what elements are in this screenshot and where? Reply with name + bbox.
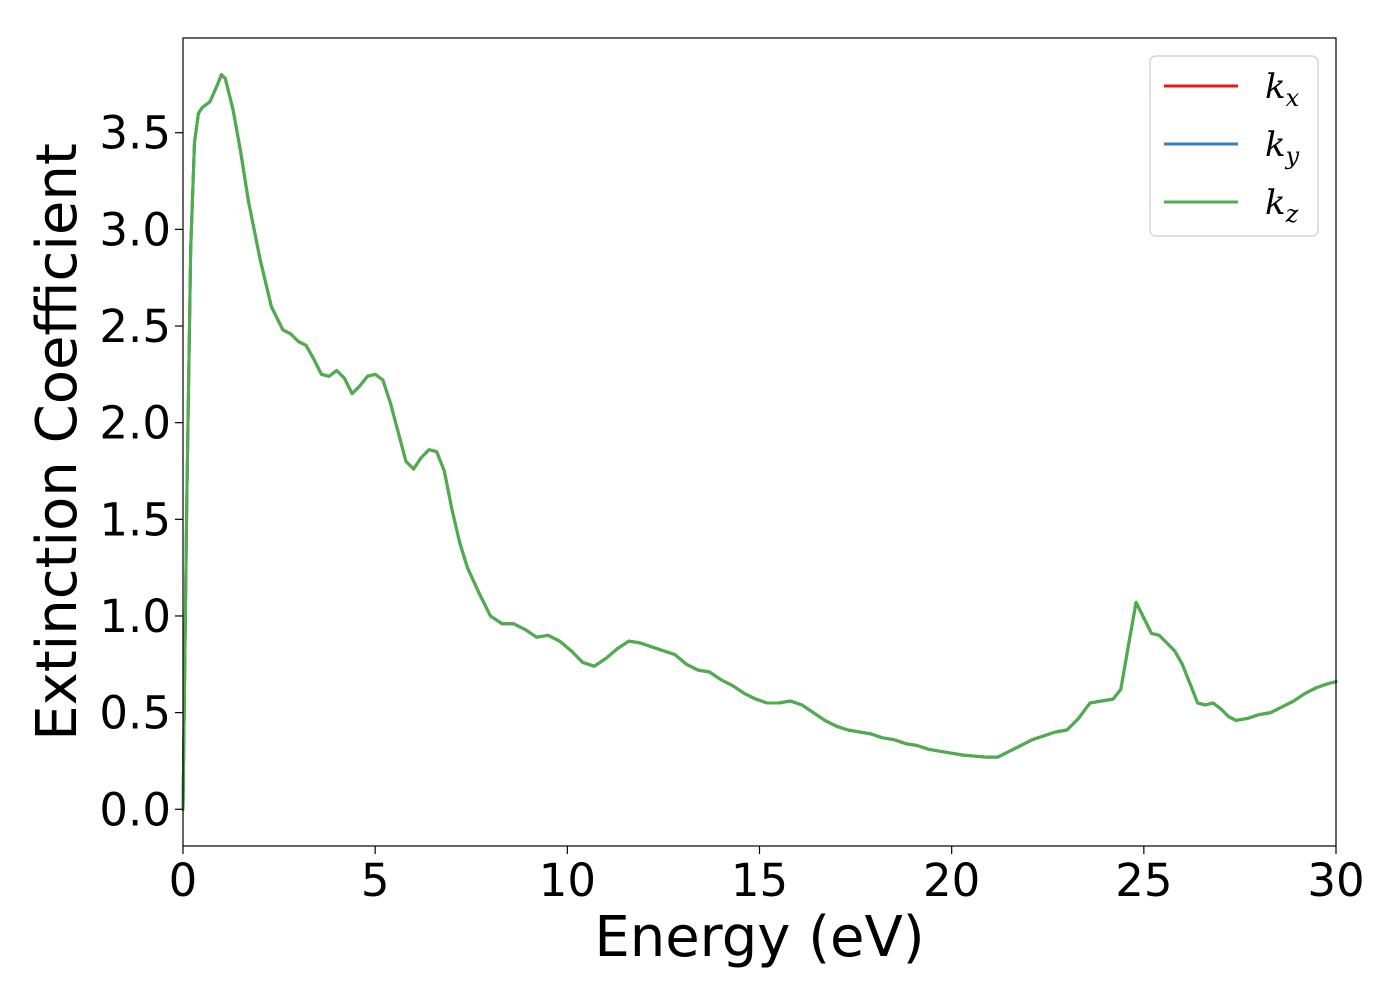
y-tick-label: 2.5 <box>99 300 171 353</box>
y-tick-label: 3.0 <box>99 203 171 256</box>
series-line-k-z <box>181 73 1338 811</box>
x-tick-label: 20 <box>923 854 980 907</box>
legend-label: kx <box>1265 67 1300 112</box>
x-tick-label: 30 <box>1307 854 1364 907</box>
y-tick-label: 1.5 <box>99 493 171 546</box>
legend-label-subscript: y <box>1285 142 1300 170</box>
y-tick-label: 0.0 <box>99 783 171 836</box>
legend-label: ky <box>1265 125 1300 170</box>
legend-label-base: k <box>1265 125 1286 165</box>
y-tick-label: 3.5 <box>99 107 171 160</box>
x-tick-label: 25 <box>1115 854 1172 907</box>
y-tick-label: 0.5 <box>99 687 171 740</box>
legend-box <box>1149 55 1319 237</box>
x-tick-label: 15 <box>731 854 788 907</box>
y-tick-label: 2.0 <box>99 397 171 450</box>
x-tick-label: 10 <box>539 854 596 907</box>
ticks-layer: 0 5 10 15 20 25 30 0.0 0.5 1.0 1.5 2.0 2.5 3.0 3.5 <box>99 107 1364 907</box>
legend-label-subscript: z <box>1285 200 1299 228</box>
series-layer <box>181 73 1338 811</box>
x-tick-label: 0 <box>169 854 198 907</box>
y-axis-title: Extinction Coefficient <box>25 143 90 741</box>
x-tick-label: 5 <box>361 854 390 907</box>
y-tick-label: 1.0 <box>99 590 171 643</box>
legend-label-base: k <box>1265 67 1286 107</box>
legend-label-subscript: x <box>1286 84 1300 112</box>
x-axis-title: Energy (eV) <box>594 905 924 970</box>
legend-label-base: k <box>1265 183 1286 223</box>
legend-label: kz <box>1265 183 1299 228</box>
